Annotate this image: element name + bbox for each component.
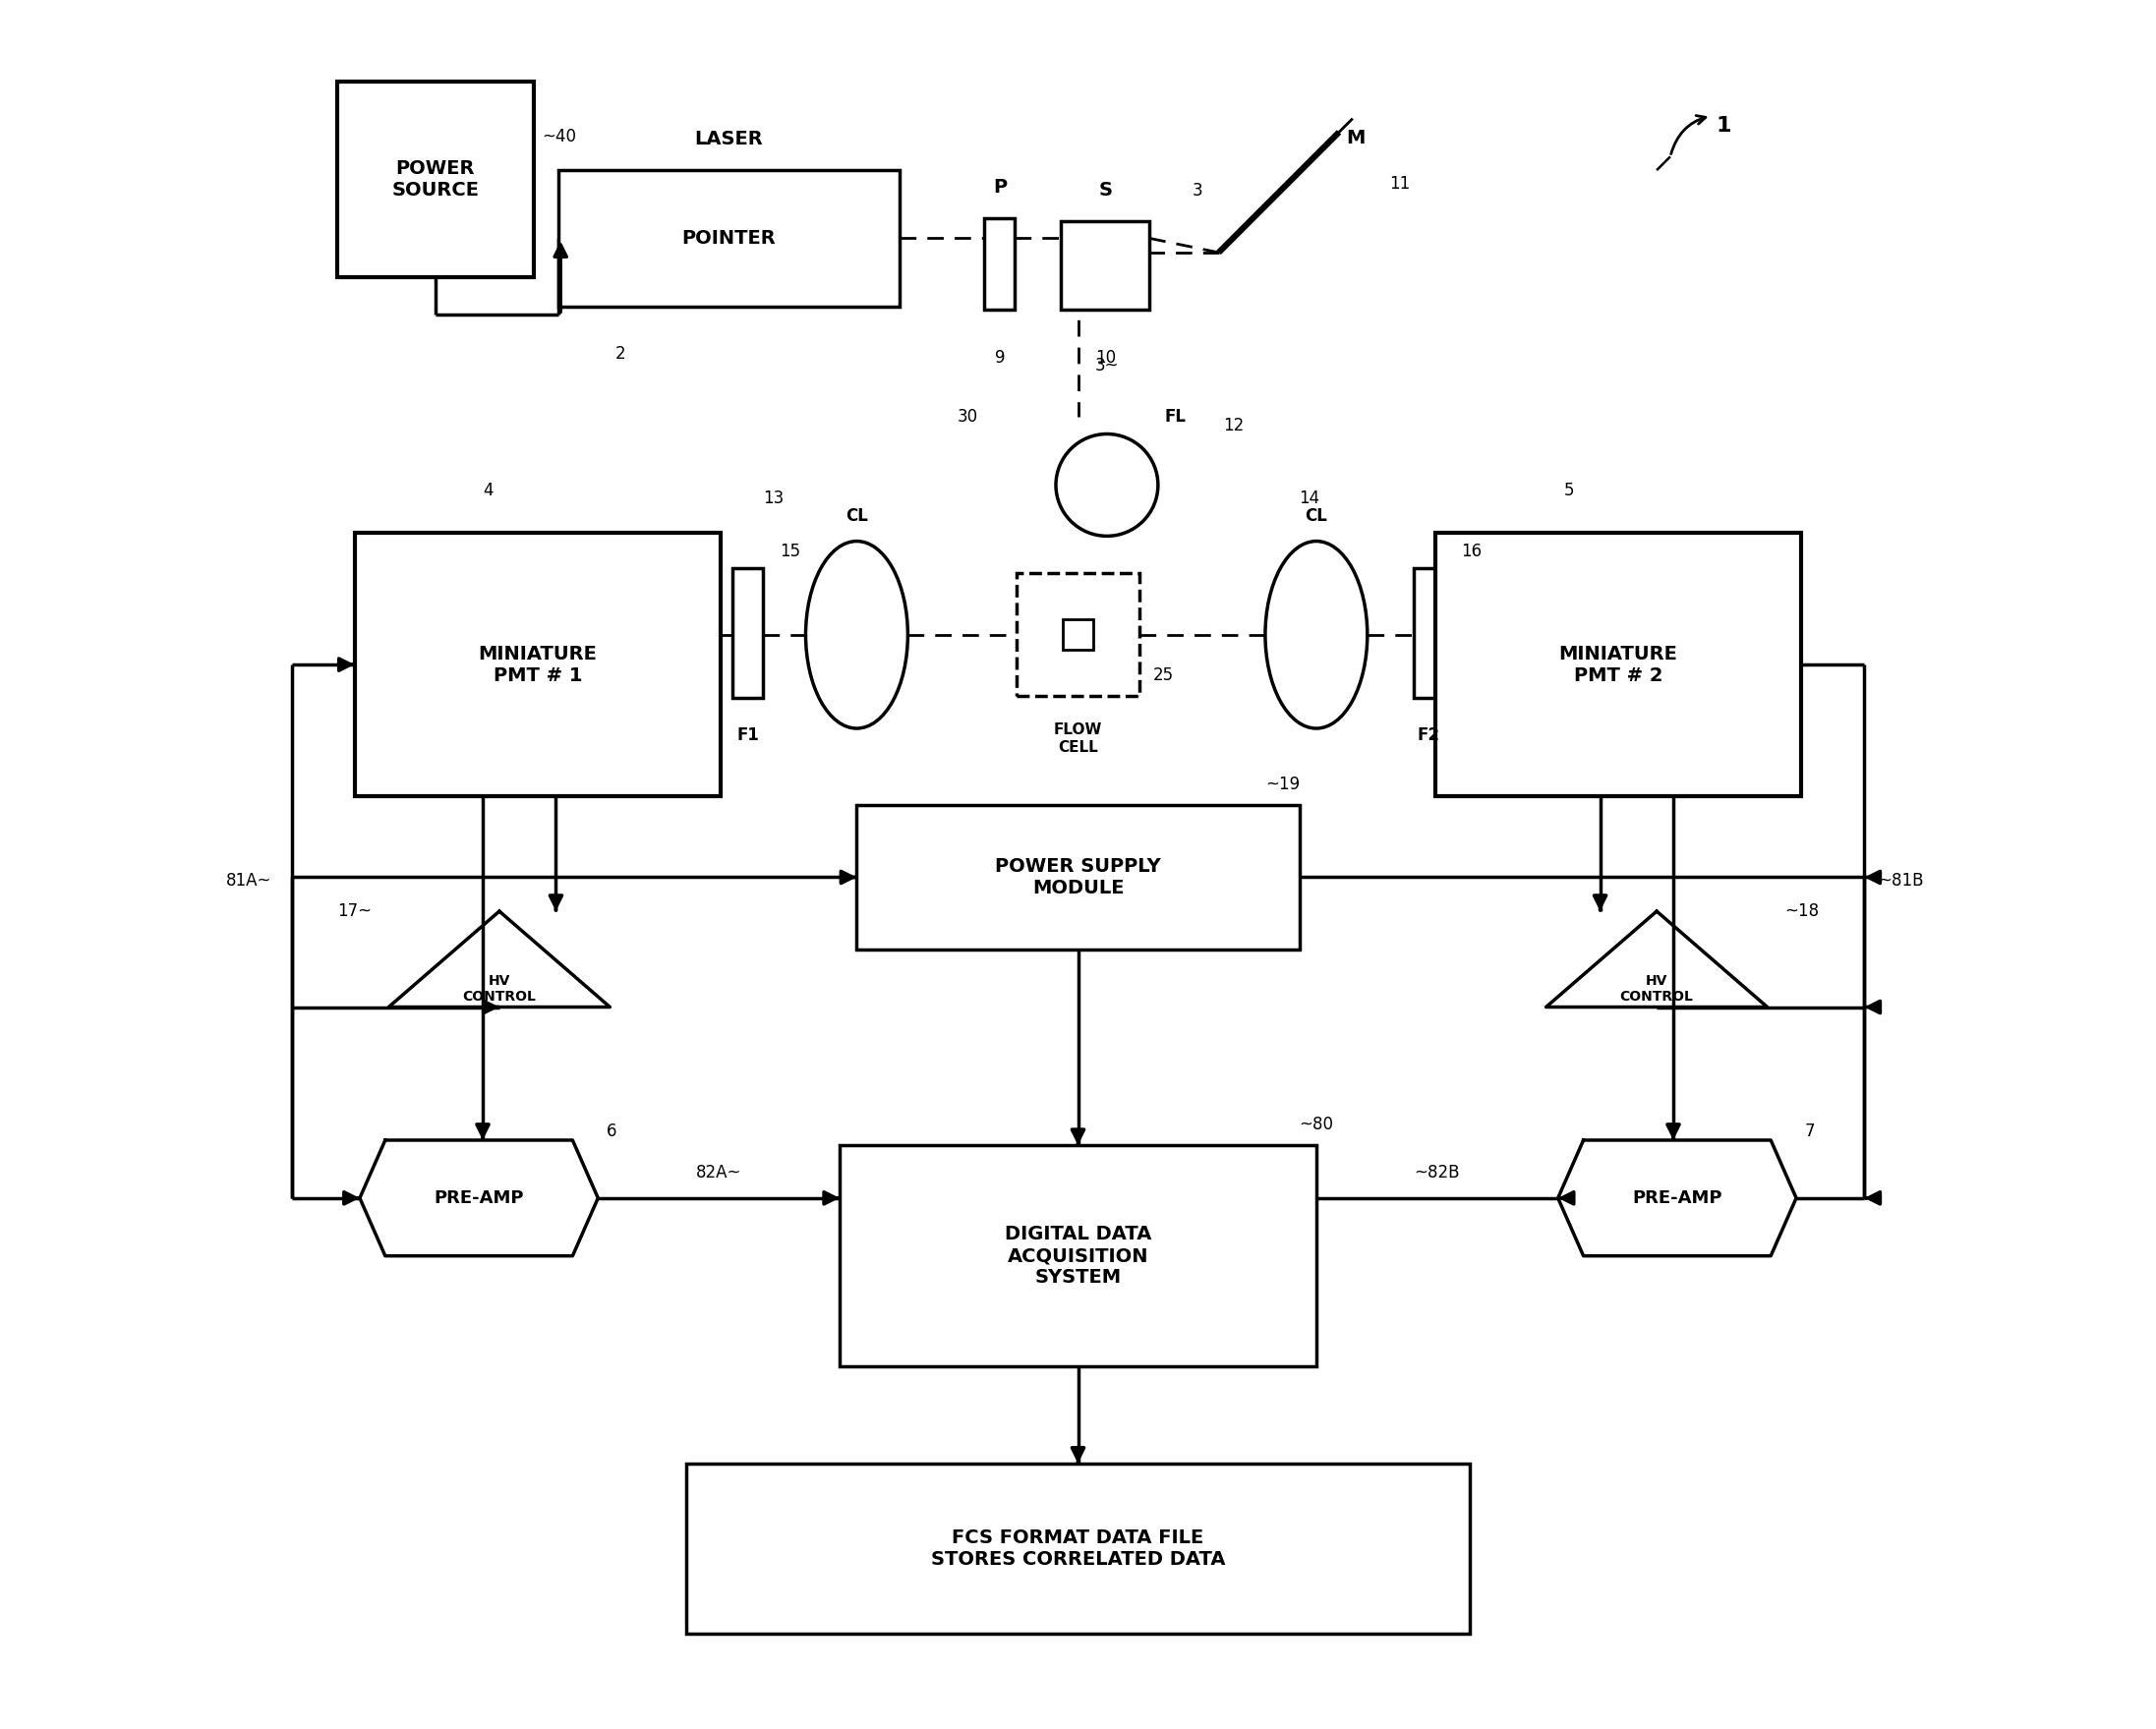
Text: 7: 7	[1805, 1122, 1815, 1141]
Bar	[1063, 619, 1093, 650]
Text: 5: 5	[1563, 481, 1574, 500]
Text: 30: 30	[957, 408, 979, 425]
Text: 16: 16	[1462, 543, 1481, 560]
Text: MINIATURE
PMT # 2: MINIATURE PMT # 2	[1559, 645, 1677, 685]
Text: F2: F2	[1416, 726, 1440, 743]
Text: FCS FORMAT DATA FILE
STORES CORRELATED DATA: FCS FORMAT DATA FILE STORES CORRELATED D…	[931, 1528, 1225, 1568]
Text: ~40: ~40	[541, 128, 576, 145]
Text: 4: 4	[483, 481, 494, 500]
Text: 82A~: 82A~	[696, 1164, 742, 1181]
Text: 12: 12	[1222, 417, 1244, 434]
Circle shape	[1056, 434, 1158, 536]
Text: 25: 25	[1153, 667, 1173, 685]
Text: M: M	[1345, 128, 1365, 147]
Bar	[856, 806, 1300, 949]
Bar	[338, 81, 533, 277]
Text: 81A~: 81A~	[226, 871, 272, 889]
Bar	[1414, 569, 1445, 699]
Text: DIGITAL DATA
ACQUISITION
SYSTEM: DIGITAL DATA ACQUISITION SYSTEM	[1005, 1224, 1151, 1286]
Text: 13: 13	[763, 489, 785, 508]
Ellipse shape	[1266, 541, 1367, 728]
Bar	[1018, 574, 1138, 697]
Text: LASER: LASER	[694, 130, 763, 149]
Bar	[686, 1463, 1470, 1634]
Text: HV
CONTROL: HV CONTROL	[1619, 973, 1692, 1003]
Text: 15: 15	[780, 543, 800, 560]
Bar	[985, 218, 1015, 309]
Bar	[839, 1145, 1317, 1366]
Text: ~80: ~80	[1300, 1115, 1335, 1134]
Text: FLOW
CELL: FLOW CELL	[1054, 723, 1102, 754]
Text: 10: 10	[1095, 349, 1115, 367]
Ellipse shape	[806, 541, 908, 728]
Text: F1: F1	[737, 726, 759, 743]
Text: PRE-AMP: PRE-AMP	[433, 1190, 524, 1207]
Text: 17~: 17~	[336, 903, 371, 920]
Text: 3~: 3~	[1095, 358, 1119, 375]
Text: CL: CL	[1304, 507, 1328, 524]
Text: FL: FL	[1164, 408, 1186, 425]
Text: ~81B: ~81B	[1878, 871, 1923, 889]
Bar	[558, 169, 899, 306]
Text: 6: 6	[606, 1122, 617, 1141]
Text: MINIATURE
PMT # 1: MINIATURE PMT # 1	[479, 645, 597, 685]
Text: 14: 14	[1300, 489, 1319, 508]
Text: 1: 1	[1716, 116, 1731, 135]
Polygon shape	[360, 1139, 597, 1255]
Bar	[354, 533, 720, 797]
Text: 2: 2	[614, 346, 625, 363]
Text: 3: 3	[1192, 182, 1203, 199]
Text: ~82B: ~82B	[1414, 1164, 1460, 1181]
Text: ~19: ~19	[1266, 776, 1300, 794]
Text: POWER SUPPLY
MODULE: POWER SUPPLY MODULE	[996, 858, 1160, 897]
Text: P: P	[992, 178, 1007, 197]
Text: 11: 11	[1388, 175, 1410, 192]
Text: HV
CONTROL: HV CONTROL	[464, 973, 537, 1003]
Text: PRE-AMP: PRE-AMP	[1632, 1190, 1723, 1207]
Text: S: S	[1097, 182, 1112, 201]
Bar	[733, 569, 763, 699]
Text: POINTER: POINTER	[681, 228, 776, 247]
Text: 9: 9	[994, 349, 1005, 367]
Text: POWER
SOURCE: POWER SOURCE	[392, 159, 479, 201]
Bar	[1061, 221, 1149, 309]
Text: CL: CL	[845, 507, 869, 524]
Bar	[1436, 533, 1802, 797]
Text: ~18: ~18	[1785, 903, 1820, 920]
Polygon shape	[1559, 1139, 1796, 1255]
